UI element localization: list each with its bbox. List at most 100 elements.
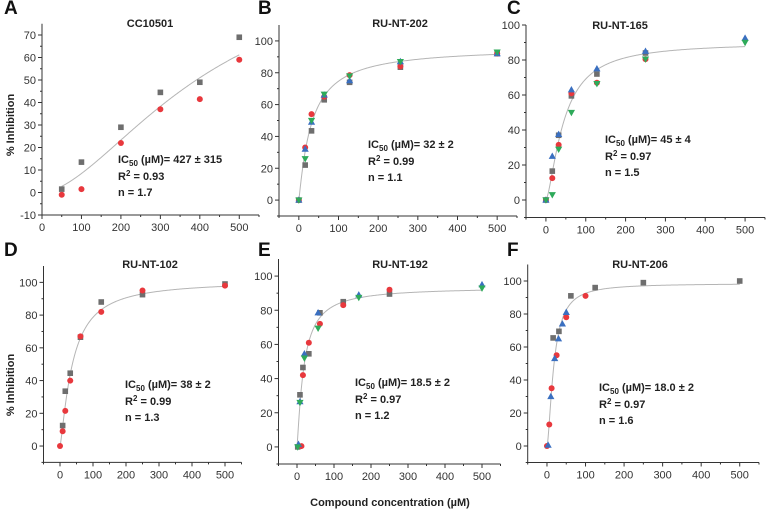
data-point-red	[59, 428, 66, 435]
data-point-gray	[592, 284, 598, 291]
data-point-gray	[58, 186, 65, 192]
data-point-green	[641, 56, 650, 63]
data-point-gray	[386, 291, 393, 297]
x-tick-label: 400	[191, 222, 209, 234]
data-point-red	[299, 372, 306, 379]
x-tick-label: 200	[369, 223, 387, 235]
ic50-annotation: IC50 (µM)= 38 ± 2	[125, 379, 211, 393]
x-tick-label: 0	[294, 471, 300, 483]
ic-subscript: 50	[129, 159, 138, 168]
y-tick-label: 100	[502, 20, 520, 32]
ic-label: IC	[118, 154, 129, 166]
x-tick-label: 300	[151, 222, 169, 234]
y-tick-label: 60	[260, 339, 272, 351]
fit-curve	[546, 283, 740, 447]
r-superscript: 2	[133, 394, 138, 403]
x-tick-label: 500	[488, 223, 506, 235]
data-point-gray	[302, 162, 308, 168]
x-tick-label: 200	[117, 469, 135, 481]
y-tick-label: 30	[24, 120, 36, 132]
x-tick-label: 0	[39, 222, 45, 234]
data-point-gray	[197, 79, 203, 86]
x-tick-label: 500	[731, 470, 749, 482]
y-tick-label: 60	[509, 342, 521, 354]
data-point-green	[478, 285, 486, 292]
data-point-gray	[78, 159, 85, 165]
data-point-blue	[300, 350, 308, 357]
data-point-blue	[555, 130, 563, 137]
ic50-value: (µM)= 18.5 ± 2	[375, 377, 450, 389]
data-point-green	[320, 91, 328, 99]
r-label: R	[368, 156, 376, 168]
r-superscript: 2	[126, 169, 131, 178]
y-tick-label: 80	[261, 68, 273, 80]
r-squared-value: = 0.97	[611, 399, 645, 411]
y-tick-label: 60	[24, 53, 36, 65]
data-point-red	[77, 333, 84, 340]
y-tick-label: 40	[260, 374, 272, 386]
data-point-green	[314, 325, 322, 332]
data-point-red	[386, 286, 393, 293]
r-squared-value: = 0.93	[130, 171, 164, 183]
data-point-gray	[236, 34, 243, 41]
chart-title: RU-NT-192	[372, 259, 428, 271]
ic-label: IC	[125, 379, 136, 391]
data-point-red	[555, 141, 562, 148]
x-tick-label: 0	[296, 223, 302, 235]
data-point-gray	[118, 124, 124, 131]
data-point-red	[340, 302, 347, 309]
y-tick-label: 80	[25, 310, 37, 322]
panel-c: C RU-NT-165 0 20 40 60 80 100 0 100 200 300 400 500 IC…	[502, 0, 766, 237]
r-squared-annotation: R2 = 0.97	[605, 149, 651, 163]
y-tick-label: 20	[508, 160, 520, 172]
panel-e: E RU-NT-192 0 20 40 60 80 100 0 100 200 300 400 500 IC…	[254, 240, 501, 483]
data-point-red	[236, 56, 243, 63]
fit-curve	[61, 54, 240, 187]
data-point-blue	[314, 309, 322, 316]
r-superscript: 2	[363, 392, 368, 401]
y-tick-label: 60	[25, 343, 37, 355]
x-tick-label: 200	[616, 225, 634, 237]
data-point-red	[139, 287, 146, 294]
r-squared-annotation: R2 = 0.97	[599, 397, 645, 411]
r-squared-annotation: R2 = 0.99	[125, 394, 171, 408]
data-point-gray	[321, 97, 328, 103]
y-tick-label: 80	[260, 305, 272, 317]
ic-subscript: 50	[379, 144, 388, 153]
data-point-blue	[551, 354, 559, 362]
data-point-blue	[593, 64, 601, 72]
data-point-red	[582, 292, 589, 299]
y-tick-label: 40	[508, 125, 520, 137]
y-axis-label-top: % Inhibition	[5, 94, 17, 157]
y-tick-label: 80	[508, 55, 520, 67]
ic-subscript: 50	[136, 384, 145, 393]
y-tick-label: 40	[25, 376, 37, 388]
ic-subscript: 50	[616, 139, 625, 148]
y-tick-label: 40	[509, 375, 521, 387]
y-tick-label: 0	[31, 441, 37, 453]
x-tick-label: 200	[112, 222, 130, 234]
panel-letter: F	[507, 240, 519, 261]
x-tick-label: 200	[615, 470, 633, 482]
panel-letter: B	[258, 0, 272, 19]
data-point-gray	[550, 335, 556, 341]
data-point-green	[296, 399, 304, 407]
data-point-blue	[547, 392, 555, 400]
y-tick-label: 100	[254, 271, 272, 283]
data-point-gray	[736, 278, 743, 284]
x-tick-label: 400	[448, 223, 466, 235]
data-point-red	[67, 377, 74, 384]
data-point-gray	[308, 128, 315, 134]
data-point-green	[741, 39, 749, 47]
ic50-value: (µM)= 38 ± 2	[145, 379, 211, 391]
data-point-green	[307, 117, 316, 125]
data-point-red	[62, 407, 69, 414]
x-tick-label: 500	[230, 222, 248, 234]
r-squared-annotation: R2 = 0.93	[118, 169, 164, 183]
data-point-green	[493, 49, 501, 56]
panel-d: D RU-NT-102 0 20 40 60 80 100 0 100 200 300 400 500 IC…	[4, 240, 242, 481]
data-point-gray	[306, 351, 312, 357]
x-tick-label: 400	[692, 470, 710, 482]
